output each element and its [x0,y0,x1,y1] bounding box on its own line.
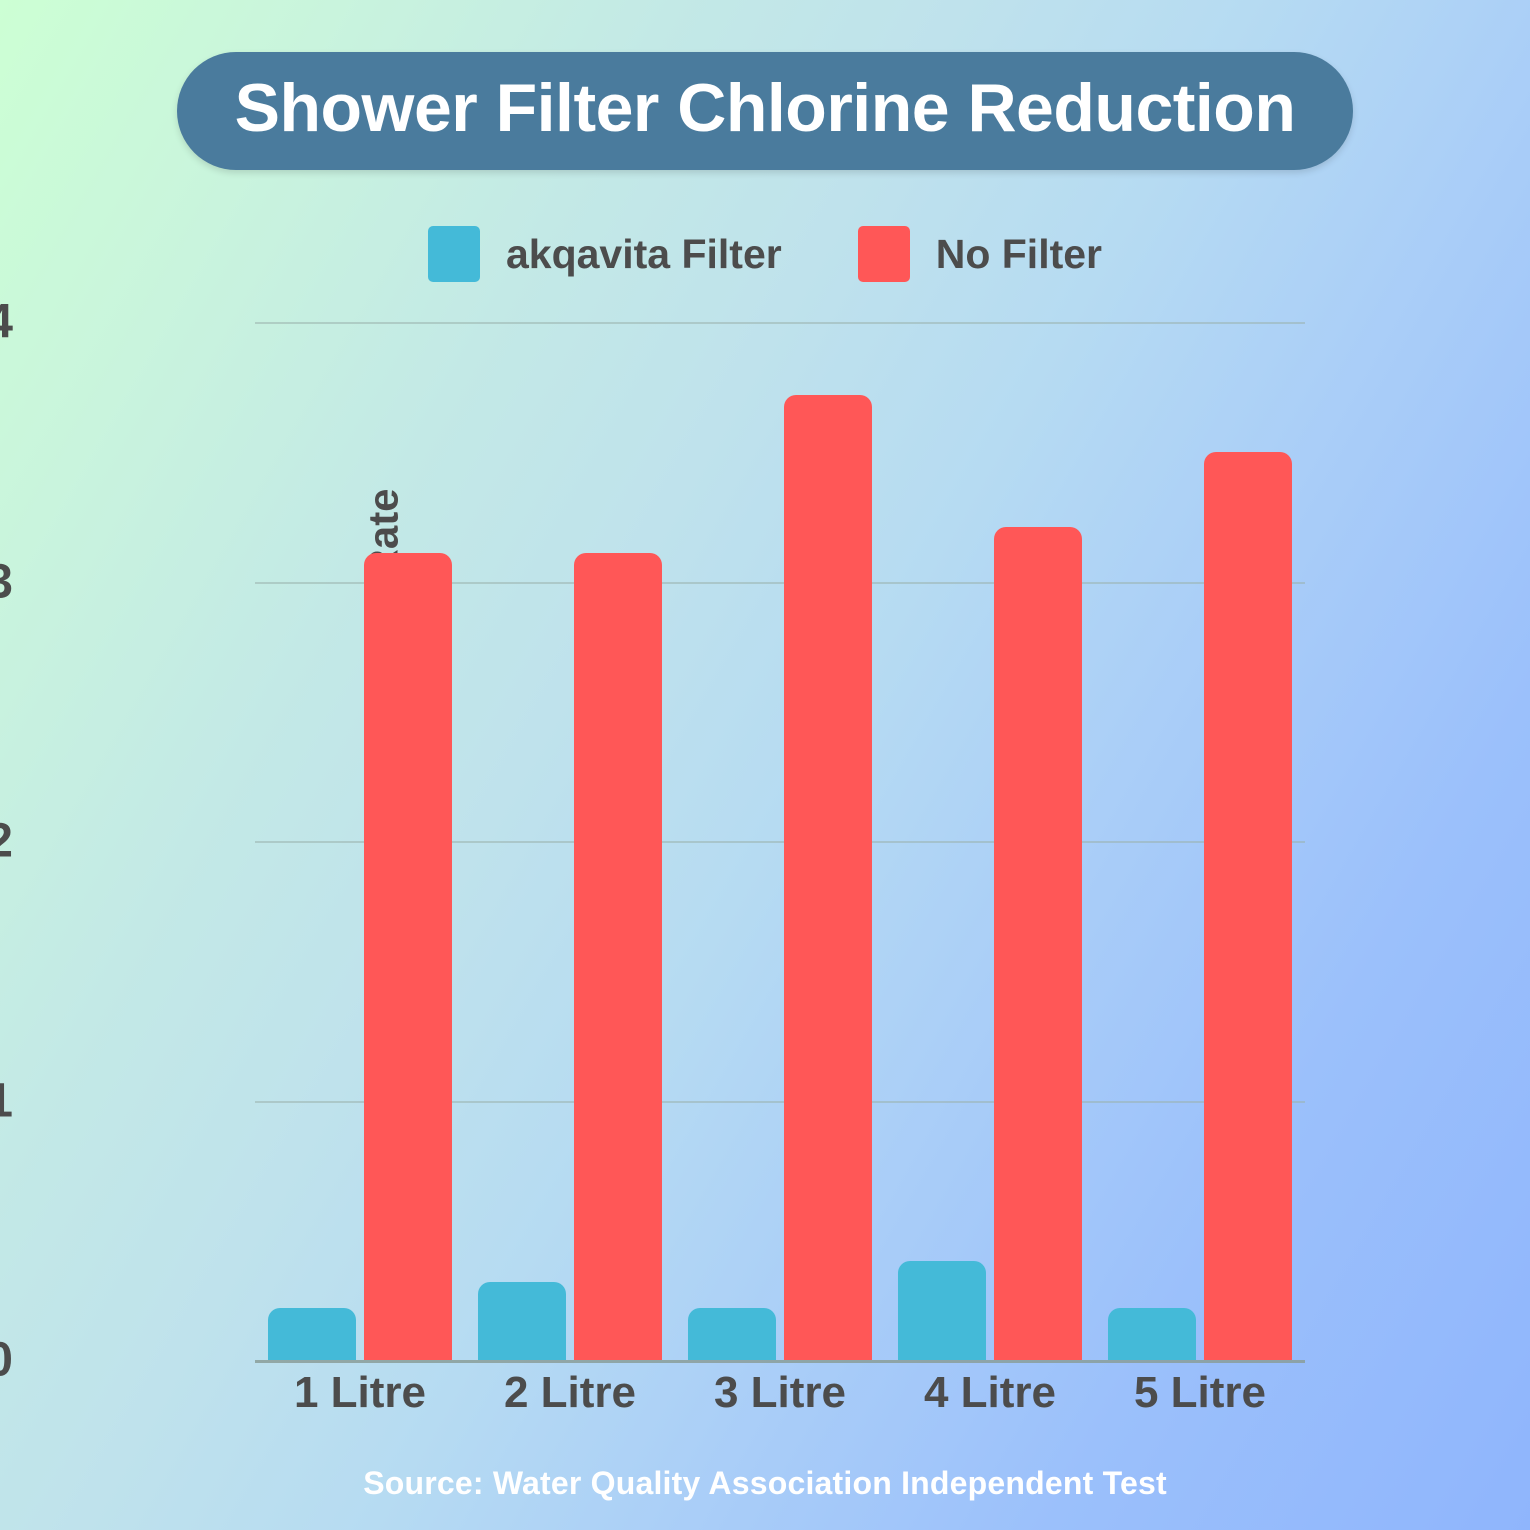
x-axis-tick-label: 3 Litre [713,1368,847,1417]
gridline [255,322,1305,324]
y-axis-tick-label: 4 [0,295,13,350]
gridline [255,581,1305,584]
y-axis-tick-label: 2 [0,814,13,869]
plot-area: 0 1 2 3 4 [0,296,1305,1387]
gridline [255,1100,1305,1103]
source-note: Source: Water Quality Association Indepe… [363,1465,1167,1501]
bar-no-filter-5-litre[interactable] [1204,451,1292,1360]
legend-swatch-icon-series-0 [427,226,480,282]
x-axis-labels: 1 Litre 2 Litre 3 Litre 4 Litre 5 Litre [255,1368,1305,1438]
legend-item-series-0[interactable]: akqavita Filter [427,226,782,282]
x-axis-tick-label: 5 Litre [1133,1368,1267,1417]
bar-no-filter-4-litre[interactable] [994,527,1082,1360]
bar-akqavita-filter-2-litre[interactable] [478,1282,566,1360]
y-axis-tick-label: 1 [0,1073,13,1128]
bar-no-filter-3-litre[interactable] [784,394,872,1360]
bar-akqavita-filter-5-litre[interactable] [1108,1308,1196,1360]
x-axis-tick-label: 1 Litre [293,1368,427,1417]
y-axis-tick-label: 0 [0,1333,13,1388]
bar-no-filter-1-litre[interactable] [364,552,452,1360]
bar-akqavita-filter-4-litre[interactable] [898,1261,986,1360]
gridline [255,1360,1305,1363]
x-axis-tick-label: 2 Litre [503,1368,637,1417]
y-axis-tick-label: 3 [0,554,13,609]
chart-title-banner: Shower Filter Chlorine Reduction [0,52,1530,170]
x-axis-tick-label: 4 Litre [923,1368,1057,1417]
bar-akqavita-filter-1-litre[interactable] [268,1308,356,1360]
bar-no-filter-2-litre[interactable] [574,552,662,1360]
legend-label-series-0: akqavita Filter [505,230,782,277]
legend-item-series-1[interactable]: No Filter [857,226,1103,282]
legend-label-series-1: No Filter [935,230,1103,277]
legend-swatch-icon-series-1 [857,226,910,282]
title-pill: Shower Filter Chlorine Reduction [176,52,1354,170]
gridline [255,841,1305,843]
bars-layer [255,322,1305,1360]
chart-legend: akqavita Filter No Filter [0,226,1530,282]
bar-akqavita-filter-3-litre[interactable] [688,1308,776,1360]
page-title: Shower Filter Chlorine Reduction [234,70,1296,146]
